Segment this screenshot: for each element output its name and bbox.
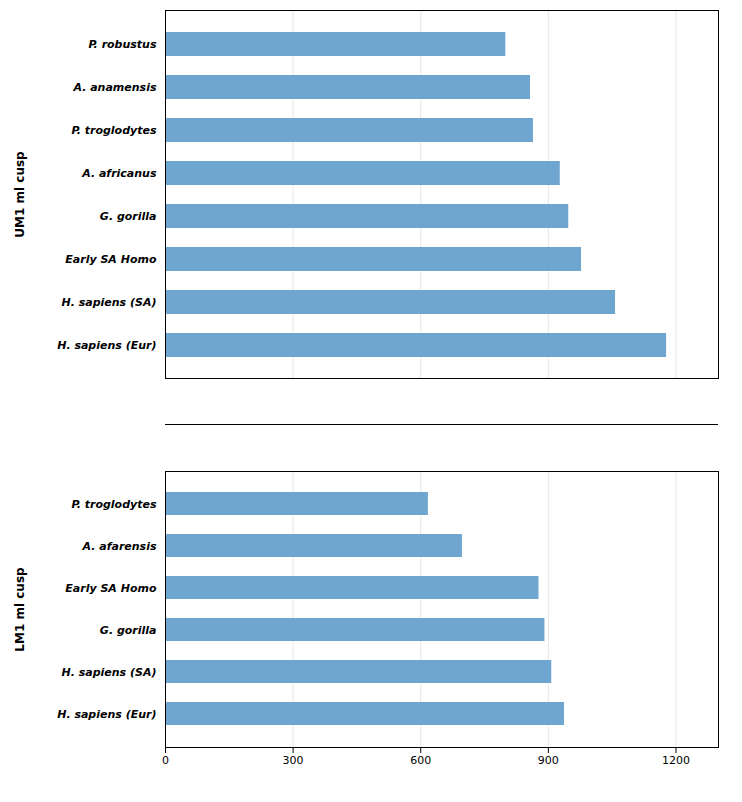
svg-text:P. robustus: P. robustus [88,38,157,51]
svg-text:A. africanus: A. africanus [81,167,157,180]
svg-text:Early SA Homo: Early SA Homo [65,253,157,266]
svg-text:900: 900 [538,754,559,767]
svg-text:P. troglodytes: P. troglodytes [72,498,157,511]
svg-text:LM1 ml cusp: LM1 ml cusp [13,567,27,652]
svg-text:H. sapiens (SA): H. sapiens (SA) [62,666,157,679]
svg-text:Early SA Homo: Early SA Homo [65,582,157,595]
svg-text:1200: 1200 [662,754,690,767]
svg-text:P. troglodytes: P. troglodytes [72,124,157,137]
svg-text:0: 0 [162,754,169,767]
svg-text:H. sapiens (Eur): H. sapiens (Eur) [57,708,156,721]
svg-text:G. gorilla: G. gorilla [100,624,157,637]
svg-text:H. sapiens (SA): H. sapiens (SA) [62,296,157,309]
svg-text:G. gorilla: G. gorilla [100,210,157,223]
svg-text:H. sapiens (Eur): H. sapiens (Eur) [57,339,156,352]
svg-text:A. afarensis: A. afarensis [82,540,157,553]
svg-text:A. anamensis: A. anamensis [72,81,156,94]
svg-text:300: 300 [283,754,304,767]
svg-text:600: 600 [410,754,431,767]
svg-text:UM1 ml cusp: UM1 ml cusp [13,151,27,238]
